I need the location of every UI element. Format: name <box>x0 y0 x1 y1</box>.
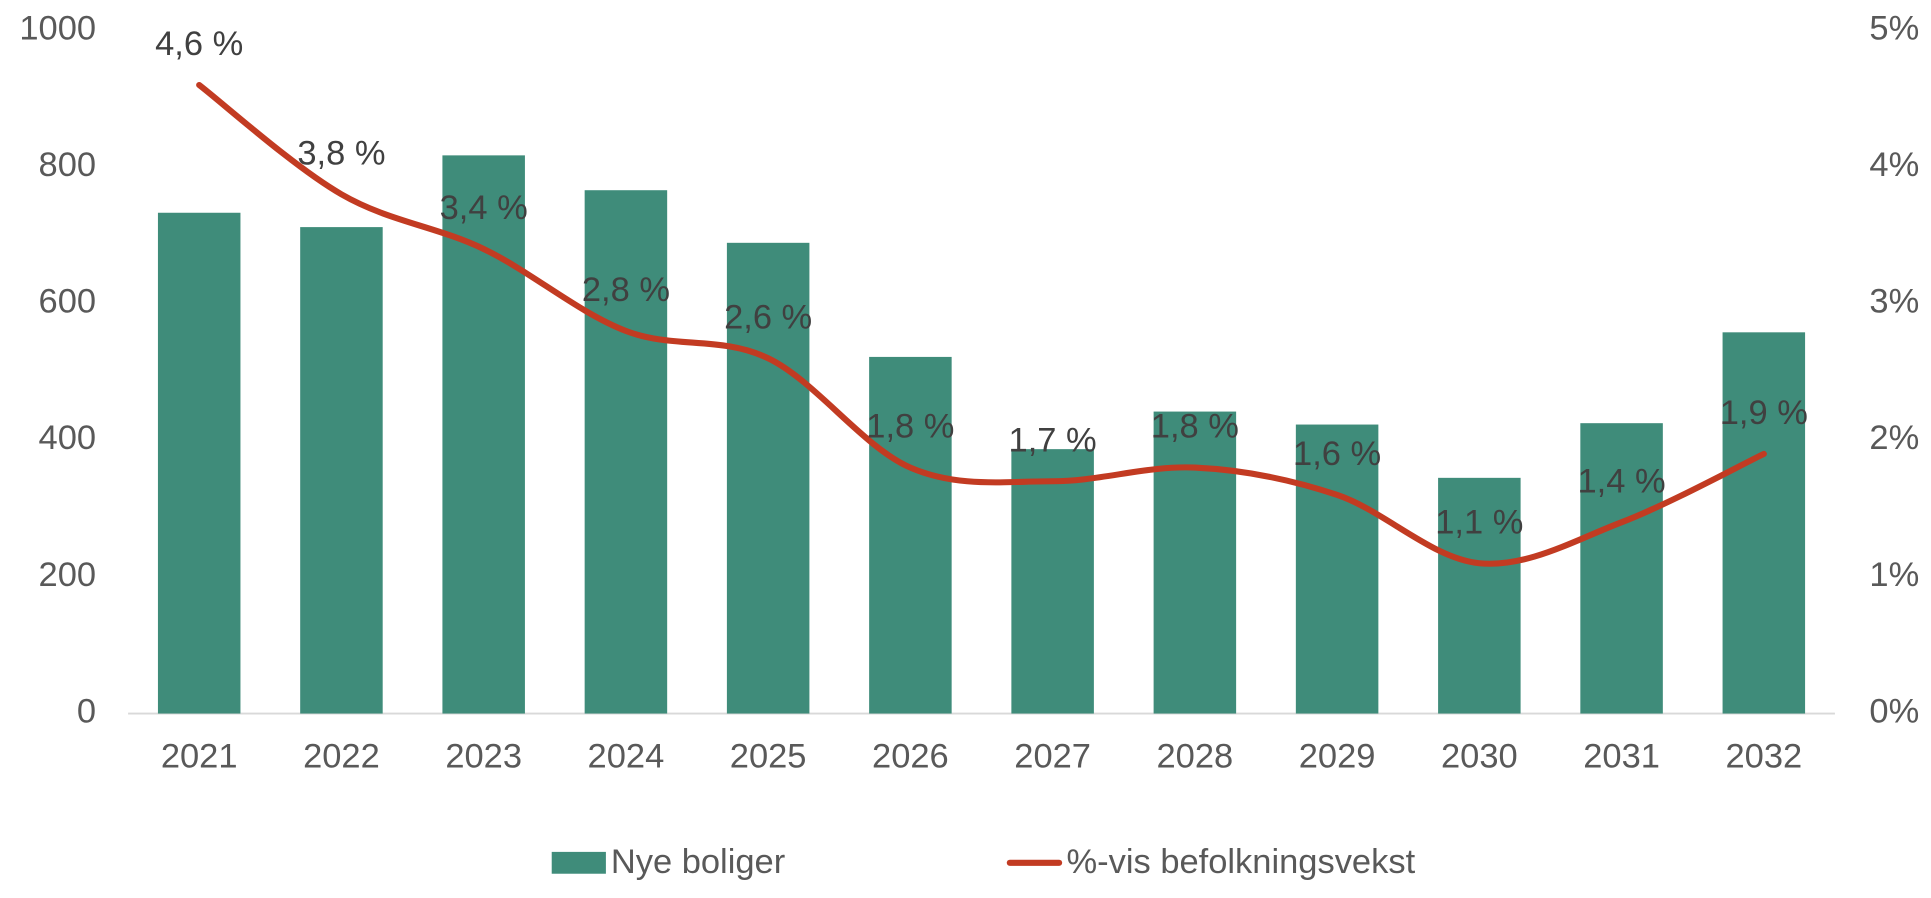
y2-tick-label: 4% <box>1869 146 1919 184</box>
data-label: 3,8 % <box>297 135 385 173</box>
bar <box>1580 423 1663 714</box>
data-label: 1,8 % <box>1151 408 1239 446</box>
x-tick-label: 2026 <box>872 738 949 776</box>
legend-label: %-vis befolkningsvekst <box>1066 843 1415 881</box>
bar <box>869 356 952 714</box>
data-label: 2,8 % <box>582 271 670 309</box>
y-tick-label: 400 <box>39 419 97 457</box>
bar <box>726 242 810 714</box>
x-tick-label: 2027 <box>1014 738 1091 776</box>
x-tick-label: 2021 <box>161 738 238 776</box>
x-tick-label: 2024 <box>588 738 665 776</box>
y-tick-label: 0 <box>77 693 96 731</box>
data-label: 2,6 % <box>724 299 812 337</box>
legend-swatch <box>551 851 606 874</box>
bar <box>1722 332 1806 714</box>
x-tick-label: 2030 <box>1441 738 1518 776</box>
x-tick-label: 2032 <box>1725 738 1802 776</box>
bar <box>1153 411 1237 714</box>
y2-tick-label: 0% <box>1869 693 1919 731</box>
y2-tick-label: 1% <box>1869 556 1919 594</box>
y-tick-label: 200 <box>39 556 97 594</box>
data-label: 1,1 % <box>1435 504 1523 542</box>
x-tick-label: 2023 <box>445 738 522 776</box>
x-tick-label: 2025 <box>730 738 807 776</box>
bar <box>1011 449 1094 714</box>
x-tick-label: 2029 <box>1299 738 1376 776</box>
y-tick-label: 800 <box>39 146 97 184</box>
bar <box>1438 477 1521 714</box>
data-label: 1,7 % <box>1009 422 1097 460</box>
bar <box>157 212 241 714</box>
legend-label: Nye boliger <box>611 843 785 881</box>
data-label: 1,8 % <box>866 408 954 446</box>
y-tick-label: 600 <box>39 283 97 321</box>
data-label: 1,9 % <box>1720 394 1808 432</box>
y2-tick-label: 3% <box>1869 283 1919 321</box>
line <box>196 81 1767 567</box>
data-label: 4,6 % <box>155 25 243 63</box>
data-label: 1,4 % <box>1578 463 1666 501</box>
bar <box>300 227 383 714</box>
data-label: 1,6 % <box>1293 435 1381 473</box>
y2-tick-label: 2% <box>1869 419 1919 457</box>
x-tick-label: 2028 <box>1157 738 1234 776</box>
y-tick-label: 1000 <box>19 10 96 48</box>
x-tick-label: 2031 <box>1583 738 1660 776</box>
data-label: 3,4 % <box>440 189 528 227</box>
y2-tick-label: 5% <box>1869 10 1919 48</box>
bar <box>584 190 668 714</box>
bar <box>1295 424 1379 714</box>
x-tick-label: 2022 <box>303 738 380 776</box>
